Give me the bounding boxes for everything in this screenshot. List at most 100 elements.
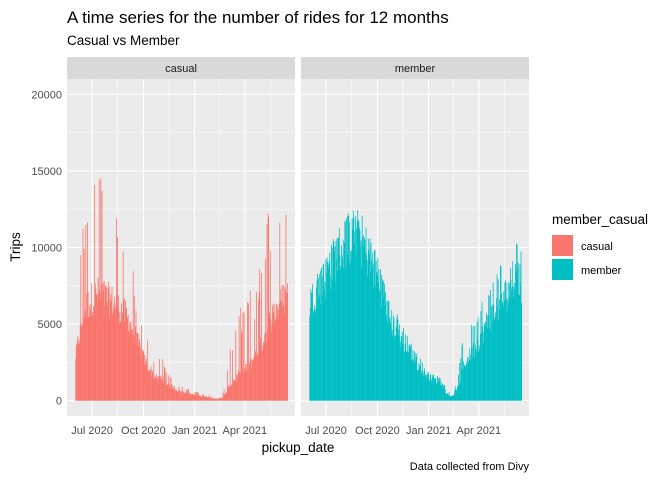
bar-member: [330, 275, 332, 401]
bar-member: [484, 321, 486, 401]
bar-member: [487, 328, 488, 401]
bar-member: [409, 347, 411, 401]
bar-member: [368, 250, 370, 401]
bar-casual: [143, 352, 145, 401]
bar-casual: [94, 184, 96, 401]
bar-casual: [185, 389, 187, 401]
bar-casual: [247, 302, 248, 401]
bar-member: [351, 250, 352, 401]
bar-casual: [169, 376, 171, 401]
bar-casual: [200, 395, 202, 401]
bar-member: [405, 334, 407, 401]
bar-casual: [101, 191, 103, 401]
bar-casual: [121, 315, 123, 401]
bar-casual: [97, 277, 99, 401]
bar-member: [420, 374, 422, 401]
bar-casual: [226, 391, 228, 401]
bar-member: [405, 351, 407, 401]
bar-member: [332, 238, 334, 401]
bar-member: [329, 289, 331, 401]
bar-casual: [95, 293, 97, 401]
bar-member: [453, 395, 455, 401]
x-tick-label: Apr 2021: [457, 425, 502, 437]
bar-member: [455, 390, 457, 401]
bar-casual: [206, 397, 208, 401]
bar-casual: [131, 329, 133, 401]
bar-casual: [136, 342, 137, 401]
bar-member: [333, 241, 335, 401]
bar-casual: [157, 382, 159, 401]
bar-member: [440, 384, 442, 401]
bar-casual: [93, 305, 95, 401]
bar-member: [477, 317, 479, 401]
bar-member: [442, 388, 444, 401]
bar-casual: [147, 340, 149, 401]
bar-casual: [108, 286, 110, 401]
bar-member: [433, 380, 435, 401]
x-tick-label: Jan 2021: [406, 425, 451, 437]
bar-member: [309, 316, 311, 401]
bar-casual: [184, 392, 186, 401]
bar-casual: [285, 214, 287, 401]
bar-member: [322, 276, 323, 401]
bar-casual: [99, 289, 101, 401]
bar-member: [476, 321, 478, 401]
bar-member: [459, 381, 461, 401]
bar-member: [348, 222, 350, 401]
bar-member: [468, 360, 470, 401]
bar-member: [313, 310, 315, 401]
bar-member: [478, 345, 480, 401]
bar-casual: [83, 316, 84, 401]
bar-member: [396, 314, 398, 401]
bar-casual: [148, 370, 150, 401]
bar-casual: [256, 356, 258, 401]
bar-member: [495, 312, 496, 401]
bar-member: [348, 215, 350, 401]
chart-title: A time series for the number of rides fo…: [67, 8, 449, 27]
bar-member: [361, 268, 363, 401]
bar-member: [444, 389, 446, 401]
bar-member: [372, 263, 374, 401]
bar-casual: [112, 312, 114, 401]
bar-member: [355, 216, 356, 401]
bar-casual: [145, 358, 147, 401]
bar-member: [311, 293, 313, 401]
bar-member: [379, 291, 380, 401]
bar-casual: [78, 343, 80, 401]
y-axis: 0 5000 10000 15000 20000: [31, 89, 62, 407]
bar-member: [326, 257, 328, 401]
bar-casual: [138, 339, 140, 401]
bar-member: [425, 374, 427, 401]
bar-casual: [192, 394, 194, 401]
bar-member: [355, 254, 357, 401]
bar-casual: [147, 370, 149, 401]
x-tick-label: Oct 2020: [121, 425, 166, 437]
bar-member: [464, 365, 466, 401]
bar-member: [350, 251, 351, 401]
bar-member: [517, 262, 519, 401]
bar-casual: [234, 380, 236, 401]
y-tick-label: 10000: [31, 243, 62, 255]
bar-casual: [215, 399, 217, 401]
bars-casual: [75, 177, 289, 401]
bar-member: [448, 391, 450, 401]
bar-member: [400, 347, 402, 401]
bar-member: [370, 242, 372, 401]
bar-casual: [209, 397, 210, 401]
bar-member: [314, 305, 316, 401]
bar-member: [460, 358, 462, 401]
bar-member: [345, 221, 346, 401]
bar-member: [434, 377, 436, 401]
bar-member: [415, 356, 417, 401]
bar-casual: [154, 379, 156, 401]
bar-casual: [191, 395, 193, 401]
bar-member: [509, 296, 511, 401]
bar-member: [343, 267, 345, 401]
bar-casual: [235, 380, 237, 401]
bar-casual: [253, 357, 255, 401]
bar-casual: [140, 347, 141, 401]
bar-member: [358, 227, 360, 401]
bar-member: [413, 362, 415, 401]
bar-casual: [223, 397, 224, 401]
